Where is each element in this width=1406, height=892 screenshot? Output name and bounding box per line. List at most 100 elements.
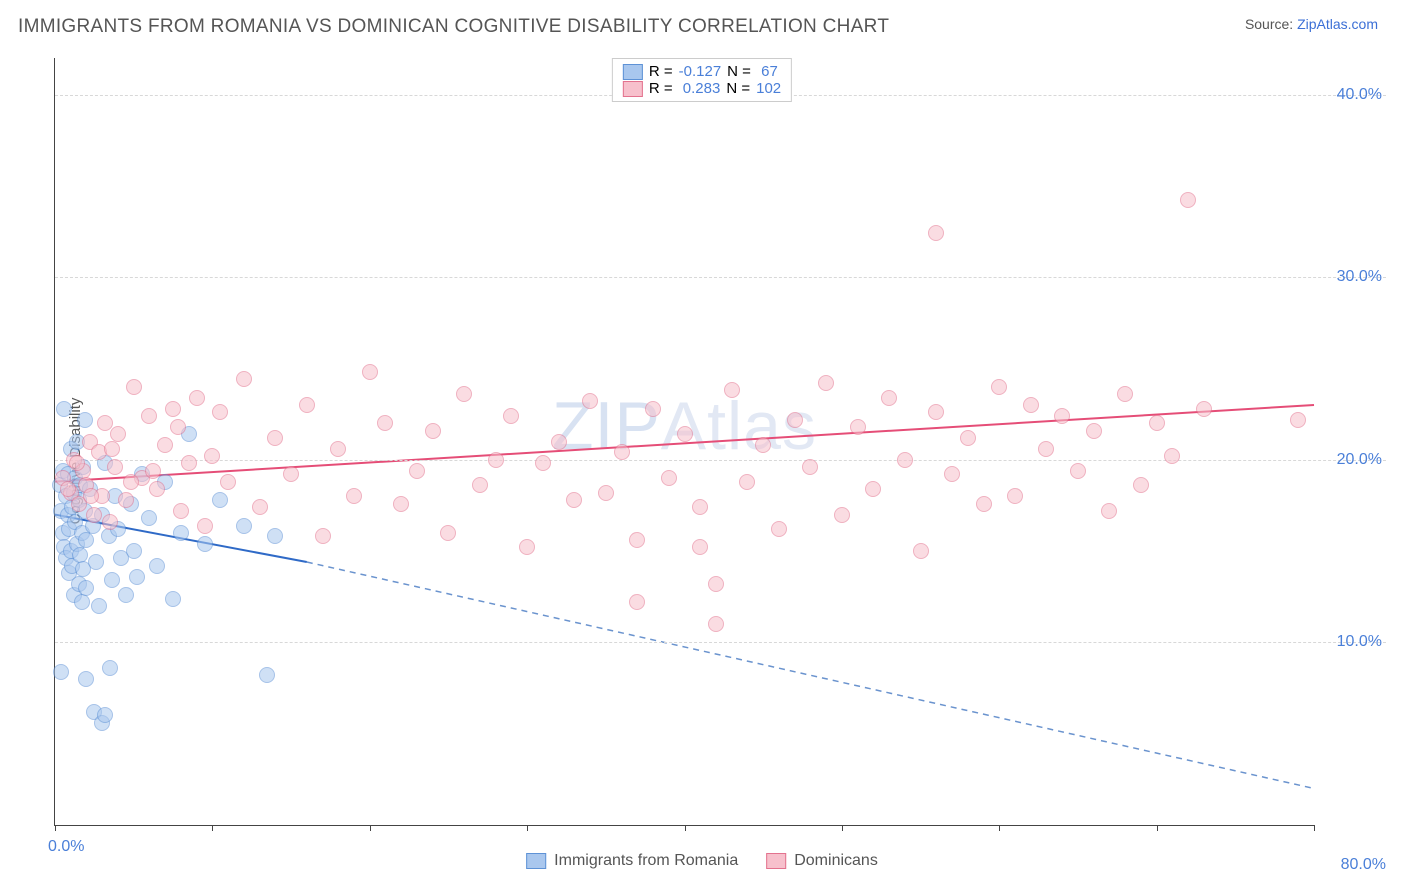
y-tick-label: 30.0% — [1337, 268, 1382, 286]
data-point — [1023, 397, 1039, 413]
data-point — [1133, 477, 1149, 493]
data-point — [535, 455, 551, 471]
data-point — [456, 386, 472, 402]
data-point — [724, 382, 740, 398]
data-point — [283, 466, 299, 482]
data-point — [1117, 386, 1133, 402]
data-point — [145, 463, 161, 479]
data-point — [976, 496, 992, 512]
chart-title: IMMIGRANTS FROM ROMANIA VS DOMINICAN COG… — [18, 16, 889, 38]
data-point — [393, 496, 409, 512]
data-point — [220, 474, 236, 490]
plot-area: ZIPAtlas 10.0%20.0%30.0%40.0% — [54, 58, 1314, 826]
legend-swatch — [623, 81, 643, 97]
legend-item: Immigrants from Romania — [526, 852, 738, 870]
y-tick-label: 20.0% — [1337, 451, 1382, 469]
data-point — [53, 664, 69, 680]
data-point — [881, 390, 897, 406]
data-point — [236, 518, 252, 534]
legend-label: Immigrants from Romania — [554, 852, 738, 870]
data-point — [629, 594, 645, 610]
data-point — [197, 536, 213, 552]
data-point — [928, 404, 944, 420]
legend-row: R = 0.283 N = 102 — [623, 80, 781, 97]
data-point — [834, 507, 850, 523]
data-point — [677, 426, 693, 442]
data-point — [170, 419, 186, 435]
source-attribution: Source: ZipAtlas.com — [1245, 16, 1378, 32]
data-point — [503, 408, 519, 424]
series-legend: Immigrants from Romania Dominicans — [526, 852, 878, 870]
data-point — [739, 474, 755, 490]
data-point — [74, 594, 90, 610]
data-point — [692, 499, 708, 515]
data-point — [1149, 415, 1165, 431]
data-point — [582, 393, 598, 409]
data-point — [802, 459, 818, 475]
data-point — [661, 470, 677, 486]
data-point — [614, 444, 630, 460]
data-point — [236, 371, 252, 387]
data-point — [141, 408, 157, 424]
correlation-legend: R = -0.127 N = 67 R = 0.283 N = 102 — [612, 58, 792, 102]
x-tick-label-max: 80.0% — [1341, 856, 1386, 874]
data-point — [91, 598, 107, 614]
data-point — [645, 401, 661, 417]
data-point — [267, 528, 283, 544]
data-point — [197, 518, 213, 534]
data-point — [189, 390, 205, 406]
gridline — [55, 460, 1386, 461]
data-point — [259, 667, 275, 683]
data-point — [252, 499, 268, 515]
data-point — [488, 452, 504, 468]
data-point — [267, 430, 283, 446]
data-point — [330, 441, 346, 457]
data-point — [519, 539, 535, 555]
data-point — [1164, 448, 1180, 464]
data-point — [104, 572, 120, 588]
data-point — [88, 554, 104, 570]
data-point — [129, 569, 145, 585]
legend-label: Dominicans — [794, 852, 878, 870]
data-point — [440, 525, 456, 541]
data-point — [86, 507, 102, 523]
data-point — [78, 671, 94, 687]
data-point — [1038, 441, 1054, 457]
data-point — [72, 547, 88, 563]
data-point — [629, 532, 645, 548]
data-point — [755, 437, 771, 453]
data-point — [315, 528, 331, 544]
data-point — [1290, 412, 1306, 428]
gridline — [55, 277, 1386, 278]
data-point — [960, 430, 976, 446]
data-point — [708, 616, 724, 632]
data-point — [566, 492, 582, 508]
legend-item: Dominicans — [766, 852, 878, 870]
data-point — [126, 543, 142, 559]
data-point — [149, 558, 165, 574]
data-point — [346, 488, 362, 504]
source-link[interactable]: ZipAtlas.com — [1297, 16, 1378, 32]
data-point — [425, 423, 441, 439]
data-point — [1196, 401, 1212, 417]
data-point — [598, 485, 614, 501]
legend-swatch — [623, 64, 643, 80]
data-point — [1007, 488, 1023, 504]
data-point — [104, 441, 120, 457]
data-point — [165, 401, 181, 417]
data-point — [56, 401, 72, 417]
data-point — [204, 448, 220, 464]
data-point — [377, 415, 393, 431]
data-point — [107, 459, 123, 475]
x-tick — [842, 825, 843, 831]
data-point — [818, 375, 834, 391]
data-point — [123, 474, 139, 490]
data-point — [118, 492, 134, 508]
x-tick — [55, 825, 56, 831]
data-point — [1086, 423, 1102, 439]
y-tick-label: 10.0% — [1337, 633, 1382, 651]
data-point — [865, 481, 881, 497]
data-point — [362, 364, 378, 380]
data-point — [1101, 503, 1117, 519]
gridline — [55, 642, 1386, 643]
